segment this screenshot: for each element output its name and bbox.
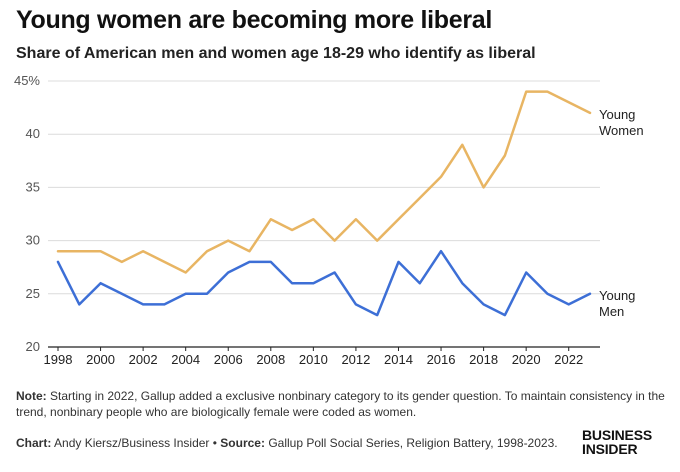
series-label-0: Women	[599, 123, 644, 138]
series-label-0: Young	[599, 107, 635, 122]
series-line-1	[56, 249, 592, 317]
chart-credit-label: Chart:	[16, 436, 52, 450]
chart-credit-text: Andy Kiersz/Business Insider •	[51, 436, 221, 450]
y-axis-ticks: 20 25 30 35 40 45%	[14, 73, 40, 354]
x-tick-label: 2006	[214, 352, 243, 367]
source-text: Gallup Poll Social Series, Religion Batt…	[264, 436, 558, 450]
series-label-1: Men	[599, 304, 624, 319]
y-tick-label: 30	[26, 233, 40, 248]
series-lines	[56, 90, 592, 317]
y-tick-label: 40	[26, 126, 40, 141]
note-label: Note:	[16, 389, 47, 403]
series-line-0	[56, 90, 592, 274]
x-axis-ticks: 1998 2000 2002 2004 2006 2008 2010 2012 2014 2016…	[44, 347, 583, 367]
note-text: Starting in 2022, Gallup added a exclusi…	[16, 389, 665, 419]
x-tick-label: 2014	[384, 352, 413, 367]
chart-title: Young women are becoming more liberal	[16, 6, 493, 34]
x-tick-label: 2004	[171, 352, 200, 367]
y-tick-label: 35	[26, 179, 40, 194]
x-tick-label: 2020	[512, 352, 541, 367]
source-label: Source:	[220, 436, 265, 450]
x-tick-label: 2000	[86, 352, 115, 367]
chart-source: Chart: Andy Kiersz/Business Insider • So…	[16, 436, 558, 450]
business-insider-logo: BUSINESS INSIDER	[582, 428, 664, 456]
x-tick-label: 2002	[129, 352, 158, 367]
series-label-1: Young	[599, 288, 635, 303]
y-tick-label: 25	[26, 286, 40, 301]
x-tick-label: 2008	[256, 352, 285, 367]
x-tick-label: 2016	[427, 352, 456, 367]
x-tick-label: 2018	[469, 352, 498, 367]
x-tick-label: 2012	[341, 352, 370, 367]
chart-note: Note: Starting in 2022, Gallup added a e…	[16, 388, 666, 420]
x-tick-label: 2010	[299, 352, 328, 367]
x-tick-label: 1998	[44, 352, 73, 367]
gridlines	[48, 80, 600, 348]
line-chart: 20 25 30 35 40 45% 1998 2000 2002 2004 2006 2008 20…	[14, 73, 644, 367]
logo-line-1: BUSINESS	[582, 427, 652, 443]
y-tick-label: 20	[26, 339, 40, 354]
x-tick-label: 2022	[554, 352, 583, 367]
y-tick-label: 45%	[14, 73, 40, 88]
chart-subtitle: Share of American men and women age 18-2…	[16, 45, 536, 62]
logo-line-2: INSIDER	[582, 441, 638, 457]
